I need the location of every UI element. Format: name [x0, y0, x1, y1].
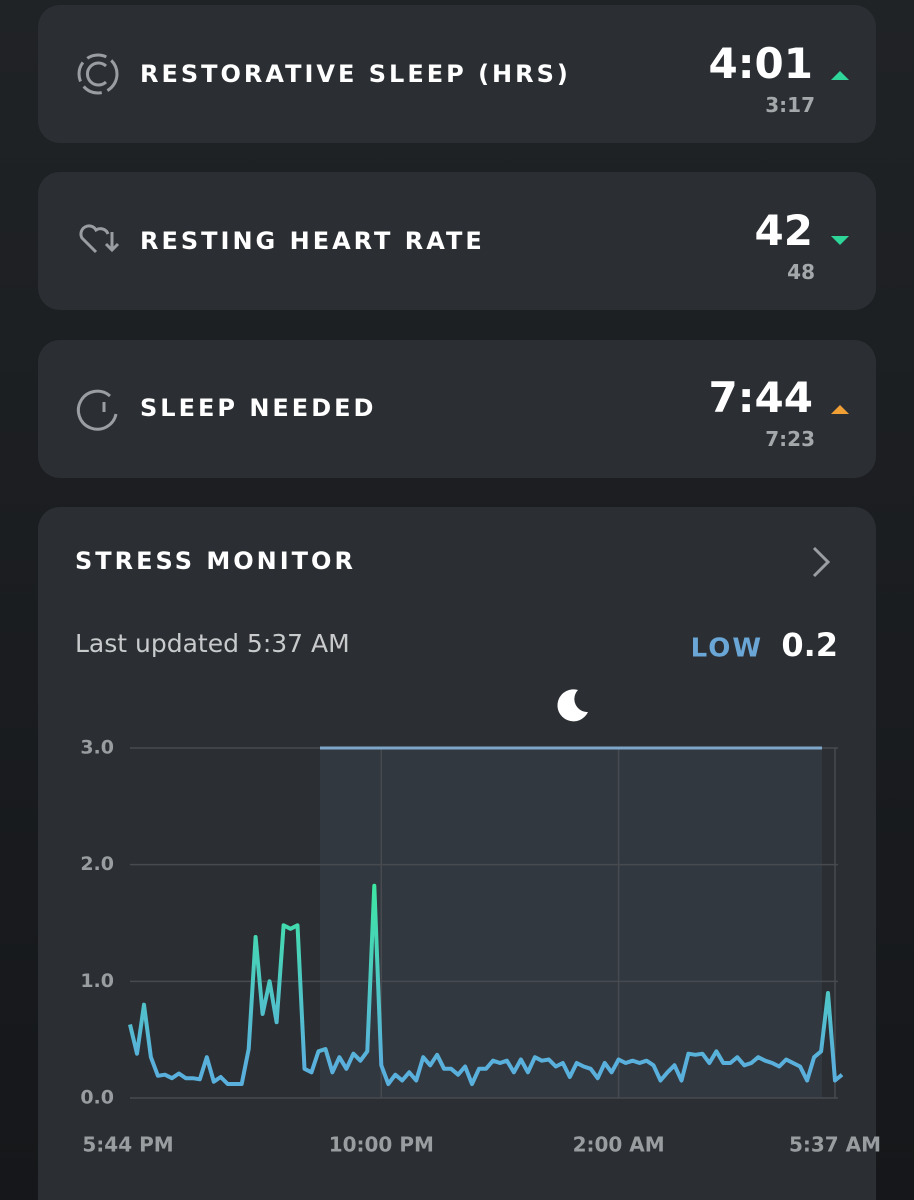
restorative-icon	[77, 53, 119, 95]
card	[38, 340, 876, 478]
chevron[interactable]	[812, 546, 831, 578]
metric-card[interactable]: SLEEP NEEDED 7:44 7:23	[38, 340, 876, 478]
x-tick-label: 5:37 AM	[789, 1133, 881, 1157]
heart-icon	[79, 224, 120, 254]
last-updated: Last updated 5:37 AM	[75, 629, 350, 658]
metric-label: SLEEP NEEDED	[140, 394, 376, 422]
x-tick-label: 5:44 PM	[82, 1133, 173, 1157]
trend-arrow	[831, 236, 849, 245]
metric-label: RESTING HEART RATE	[140, 227, 485, 255]
y-tick-label: 3.0	[80, 737, 114, 759]
stress-line	[128, 883, 844, 1086]
metric-card[interactable]: RESTORATIVE SLEEP (HRS) 4:01 3:17	[38, 5, 876, 143]
stress-score: 0.2	[781, 626, 838, 664]
x-tick-label: 10:00 PM	[329, 1133, 434, 1157]
sleep-band	[320, 748, 822, 1098]
sleep-icon	[76, 389, 118, 431]
y-tick-label: 2.0	[80, 853, 114, 875]
y-tick-label: 0.0	[80, 1087, 114, 1109]
stress-level: LOW	[691, 634, 763, 664]
moon-icon	[557, 689, 588, 722]
stress-title: STRESS MONITOR	[75, 547, 356, 575]
metric-baseline: 7:23	[765, 427, 815, 451]
trend-arrow	[831, 71, 849, 80]
trend-arrow	[831, 405, 849, 414]
metric-value: 42	[755, 206, 813, 255]
stress-card: STRESS MONITOR Last updated 5:37 AM LOW …	[38, 507, 876, 1200]
metric-value: 4:01	[709, 39, 813, 88]
card	[38, 172, 876, 310]
x-tick-label: 2:00 AM	[573, 1133, 665, 1157]
card	[38, 5, 876, 143]
metric-label: RESTORATIVE SLEEP (HRS)	[140, 60, 571, 88]
metric-card[interactable]: RESTING HEART RATE 42 48	[38, 172, 876, 310]
metric-baseline: 48	[787, 260, 815, 284]
metric-value: 7:44	[709, 373, 813, 422]
card	[38, 507, 876, 1200]
y-tick-label: 1.0	[80, 970, 114, 992]
metric-baseline: 3:17	[765, 93, 815, 117]
